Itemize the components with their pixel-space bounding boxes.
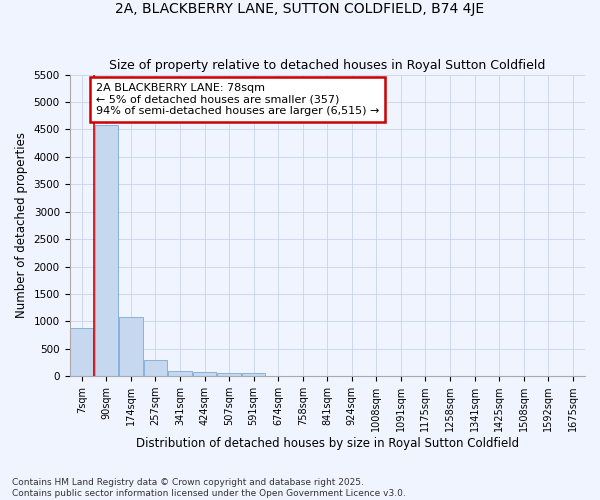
Bar — [70, 328, 94, 376]
Bar — [169, 372, 191, 376]
Bar — [242, 374, 265, 376]
Bar — [119, 317, 143, 376]
X-axis label: Distribution of detached houses by size in Royal Sutton Coldfield: Distribution of detached houses by size … — [136, 437, 519, 450]
Bar — [95, 125, 118, 376]
Y-axis label: Number of detached properties: Number of detached properties — [15, 132, 28, 318]
Bar — [144, 360, 167, 376]
Text: 2A, BLACKBERRY LANE, SUTTON COLDFIELD, B74 4JE: 2A, BLACKBERRY LANE, SUTTON COLDFIELD, B… — [115, 2, 485, 16]
Text: 2A BLACKBERRY LANE: 78sqm
← 5% of detached houses are smaller (357)
94% of semi-: 2A BLACKBERRY LANE: 78sqm ← 5% of detach… — [96, 83, 379, 116]
Text: Contains HM Land Registry data © Crown copyright and database right 2025.
Contai: Contains HM Land Registry data © Crown c… — [12, 478, 406, 498]
Title: Size of property relative to detached houses in Royal Sutton Coldfield: Size of property relative to detached ho… — [109, 59, 545, 72]
Bar — [217, 374, 241, 376]
Bar — [193, 372, 216, 376]
